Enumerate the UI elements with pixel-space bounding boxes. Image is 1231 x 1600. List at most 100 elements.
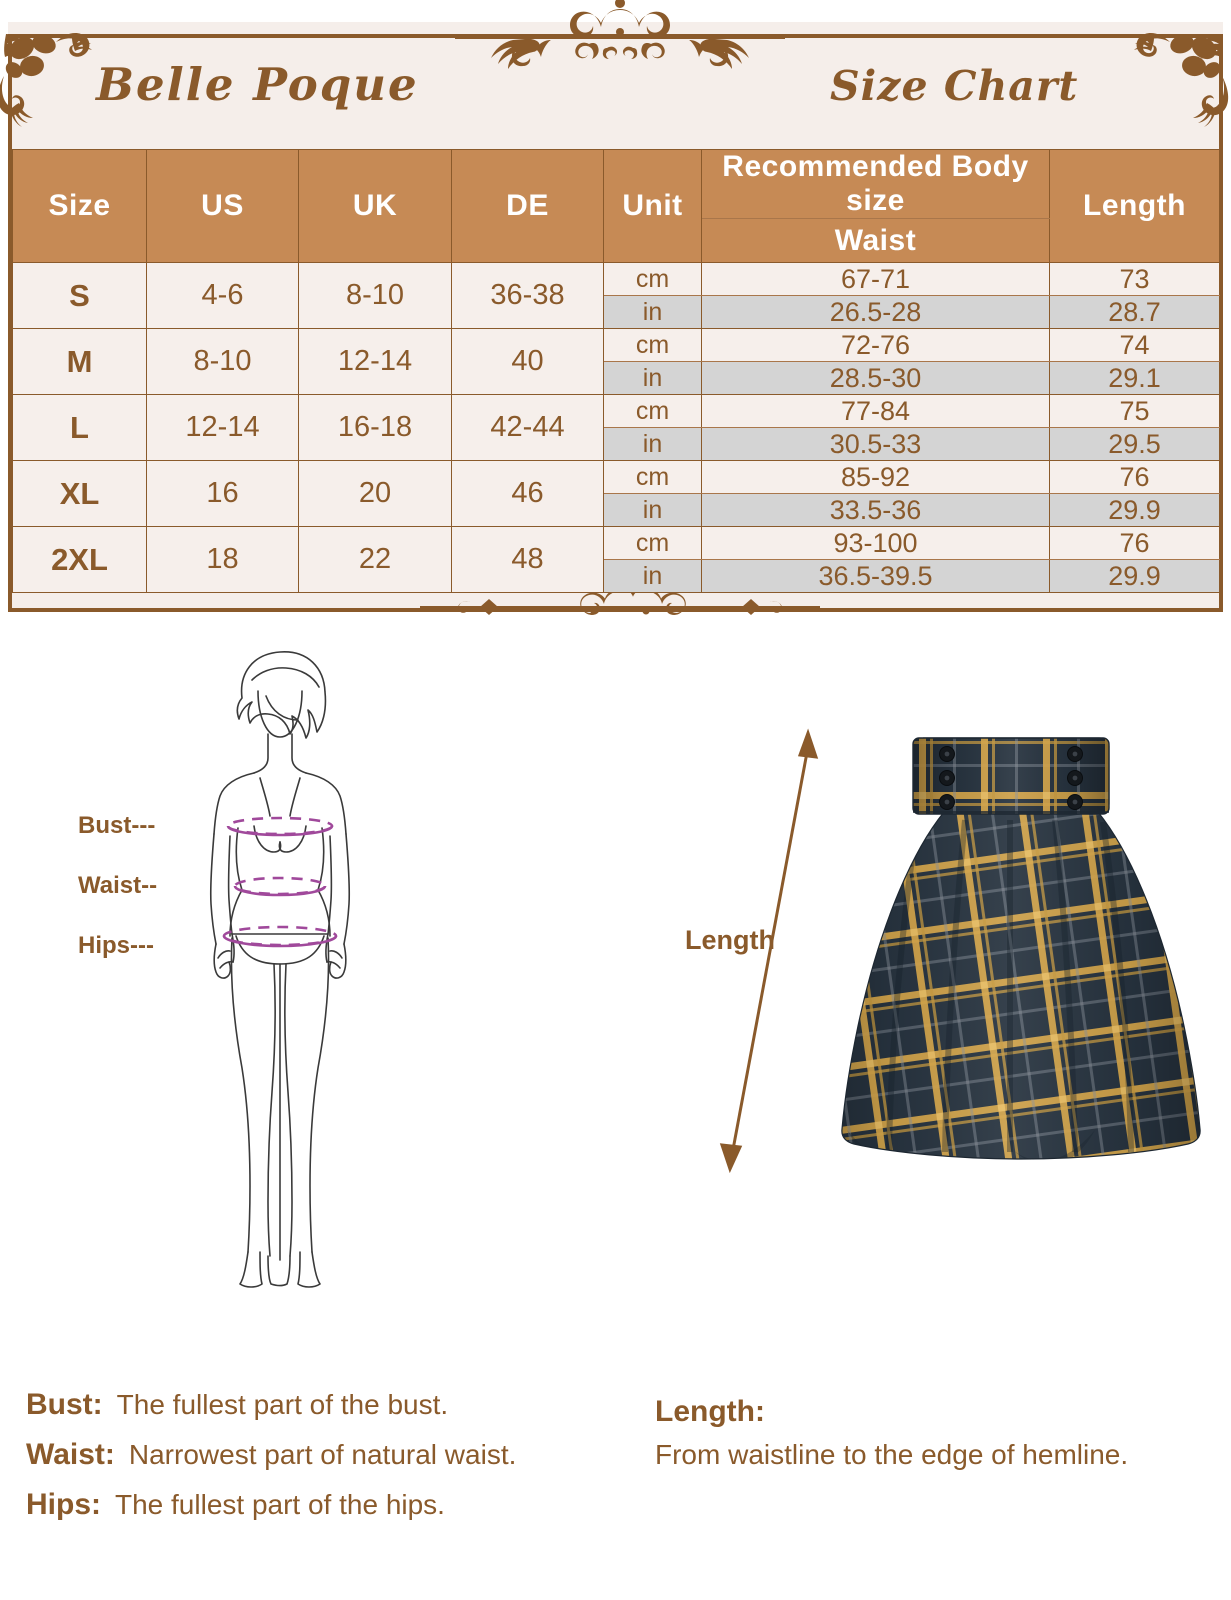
cell-uk: 12-14 xyxy=(298,328,452,395)
cell-unit-in: in xyxy=(603,427,702,461)
table-row: in 36.5-39.5 29.9 xyxy=(13,559,1220,593)
cell-size: L xyxy=(12,394,147,461)
cell-unit-in: in xyxy=(603,295,702,329)
cell-waist-cm: 93-100 xyxy=(701,526,1050,560)
cell-waist-cm: 77-84 xyxy=(701,394,1050,428)
cell-unit-in: in xyxy=(603,493,702,527)
table-row: M 8-10 12-14 40 cm 72-76 74 xyxy=(12,328,1220,395)
note-waist: Waist: Narrowest part of natural waist. xyxy=(26,1438,626,1472)
cell-uk: 22 xyxy=(298,526,452,593)
cell-us: 4-6 xyxy=(146,262,299,329)
col-header-unit: Unit xyxy=(603,149,702,263)
note-label-waist: Waist: xyxy=(26,1438,115,1471)
cell-waist-in: 33.5-36 xyxy=(701,493,1050,527)
note-hips: Hips: The fullest part of the hips. xyxy=(26,1488,626,1522)
cell-waist-in: 30.5-33 xyxy=(701,427,1050,461)
cell-size: XL xyxy=(12,460,147,527)
note-label-bust: Bust: xyxy=(26,1388,103,1421)
table-row: in 30.5-33 29.5 xyxy=(13,427,1220,461)
table-body: S 4-6 8-10 36-38 cm 67-71 73 in 26.5-28 … xyxy=(12,262,1220,593)
skirt-buttons xyxy=(939,746,1083,810)
col-header-recommended-body-size: Recommended Body size xyxy=(701,149,1050,219)
cell-de: 36-38 xyxy=(451,262,604,329)
cell-us: 16 xyxy=(146,460,299,527)
note-text-bust: The fullest part of the bust. xyxy=(116,1389,449,1420)
note-text-length: From waistline to the edge of hemline. xyxy=(655,1439,1129,1470)
cell-length-cm: 76 xyxy=(1049,460,1220,494)
cell-de: 40 xyxy=(451,328,604,395)
frame-bottom-rule xyxy=(8,608,1223,612)
table-row: in 28.5-30 29.1 xyxy=(13,361,1220,395)
cell-size: 2XL xyxy=(12,526,147,593)
figure-label-hips: Hips--- xyxy=(78,932,154,959)
col-header-de: DE xyxy=(451,149,604,263)
figure-label-waist: Waist-- xyxy=(78,872,158,899)
cell-length-in: 29.9 xyxy=(1049,493,1220,527)
cell-de: 46 xyxy=(451,460,604,527)
cell-size: M xyxy=(12,328,147,395)
skirt-length-arrow-icon xyxy=(719,728,819,1174)
cell-length-cm: 76 xyxy=(1049,526,1220,560)
table-row: 2XL 18 22 48 cm 93-100 76 xyxy=(12,526,1220,593)
cell-us: 12-14 xyxy=(146,394,299,461)
measurement-notes-left: Bust: The fullest part of the bust. Wais… xyxy=(26,1388,626,1538)
cell-uk: 20 xyxy=(298,460,452,527)
cell-length-in: 28.7 xyxy=(1049,295,1220,329)
note-bust: Bust: The fullest part of the bust. xyxy=(26,1388,626,1422)
cell-unit-cm: cm xyxy=(603,460,702,494)
cell-uk: 8-10 xyxy=(298,262,452,329)
cell-waist-cm: 85-92 xyxy=(701,460,1050,494)
cell-unit-in: in xyxy=(603,559,702,593)
cell-length-cm: 75 xyxy=(1049,394,1220,428)
cell-waist-in: 36.5-39.5 xyxy=(701,559,1050,593)
frame-left-rule xyxy=(8,34,12,612)
table-row: S 4-6 8-10 36-38 cm 67-71 73 xyxy=(12,262,1220,329)
note-label-hips: Hips: xyxy=(26,1488,101,1521)
cell-unit-cm: cm xyxy=(603,262,702,296)
note-text-hips: The fullest part of the hips. xyxy=(115,1489,445,1520)
cell-unit-cm: cm xyxy=(603,526,702,560)
cell-length-in: 29.9 xyxy=(1049,559,1220,593)
plaid-skirt-image xyxy=(841,737,1201,1160)
female-body-outline-icon xyxy=(209,651,351,1288)
skirt-illustration: Length xyxy=(680,725,1225,1245)
cell-waist-in: 26.5-28 xyxy=(701,295,1050,329)
frame-top-rule xyxy=(8,34,1223,38)
cell-us: 18 xyxy=(146,526,299,593)
col-header-uk: UK xyxy=(298,149,452,263)
table-row: L 12-14 16-18 42-44 cm 77-84 75 xyxy=(12,394,1220,461)
cell-unit-cm: cm xyxy=(603,328,702,362)
table-row: XL 16 20 46 cm 85-92 76 xyxy=(12,460,1220,527)
table-header: Size US UK DE Unit Recommended Body size… xyxy=(12,149,1220,263)
brand-name: Belle Poque xyxy=(96,58,419,111)
cell-de: 48 xyxy=(451,526,604,593)
cell-uk: 16-18 xyxy=(298,394,452,461)
skirt-length-label: Length xyxy=(685,925,775,955)
page-title: Size Chart xyxy=(830,62,1079,110)
cell-waist-in: 28.5-30 xyxy=(701,361,1050,395)
note-text-waist: Narrowest part of natural waist. xyxy=(128,1439,517,1470)
measurement-notes-right: Length: From waistline to the edge of he… xyxy=(655,1395,1215,1471)
cell-length-in: 29.1 xyxy=(1049,361,1220,395)
col-subheader-waist: Waist xyxy=(701,218,1050,263)
cell-waist-cm: 72-76 xyxy=(701,328,1050,362)
table-row: in 26.5-28 28.7 xyxy=(13,295,1220,329)
cell-length-cm: 74 xyxy=(1049,328,1220,362)
cell-us: 8-10 xyxy=(146,328,299,395)
cell-length-in: 29.5 xyxy=(1049,427,1220,461)
body-measurement-figure: Bust--- Waist-- Hips--- xyxy=(60,636,390,1326)
cell-unit-in: in xyxy=(603,361,702,395)
cell-size: S xyxy=(12,262,147,329)
table-row: in 33.5-36 29.9 xyxy=(13,493,1220,527)
note-label-length: Length: xyxy=(655,1395,765,1428)
col-header-length: Length xyxy=(1049,149,1220,263)
col-header-size: Size xyxy=(12,149,147,263)
figure-label-bust: Bust--- xyxy=(78,812,156,839)
cell-length-cm: 73 xyxy=(1049,262,1220,296)
col-header-us: US xyxy=(146,149,299,263)
frame-right-rule xyxy=(1219,34,1223,612)
size-chart-table: Size US UK DE Unit Recommended Body size… xyxy=(12,149,1220,593)
cell-de: 42-44 xyxy=(451,394,604,461)
cell-unit-cm: cm xyxy=(603,394,702,428)
